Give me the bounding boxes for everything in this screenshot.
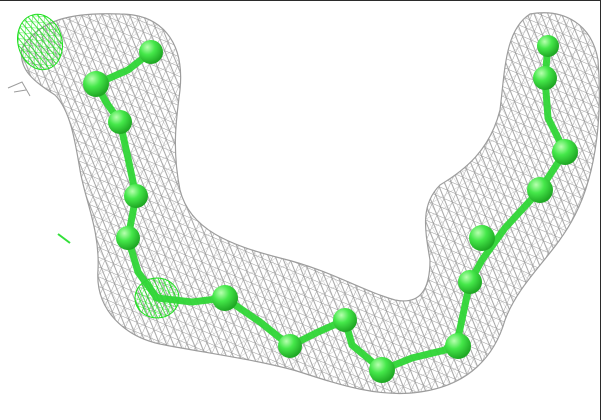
atom xyxy=(533,66,557,90)
frame-top-border xyxy=(0,0,601,1)
atom xyxy=(139,40,163,64)
atom xyxy=(469,225,495,251)
atom xyxy=(537,35,559,57)
diff-density-blob-top-left xyxy=(17,13,63,71)
atom xyxy=(527,177,553,203)
atom xyxy=(116,226,140,250)
ligand-atoms xyxy=(83,35,578,383)
stray-green-line xyxy=(57,233,71,244)
ligand-bonds xyxy=(91,42,570,375)
atom xyxy=(445,333,471,359)
atom xyxy=(212,285,238,311)
atom xyxy=(552,139,578,165)
atom xyxy=(83,71,109,97)
atom xyxy=(124,184,148,208)
atom xyxy=(369,357,395,383)
atom xyxy=(458,270,482,294)
atom xyxy=(278,334,302,358)
stray-mesh-lines xyxy=(7,81,31,97)
bond-chain xyxy=(91,42,570,375)
atom xyxy=(108,110,132,134)
atom xyxy=(333,308,357,332)
